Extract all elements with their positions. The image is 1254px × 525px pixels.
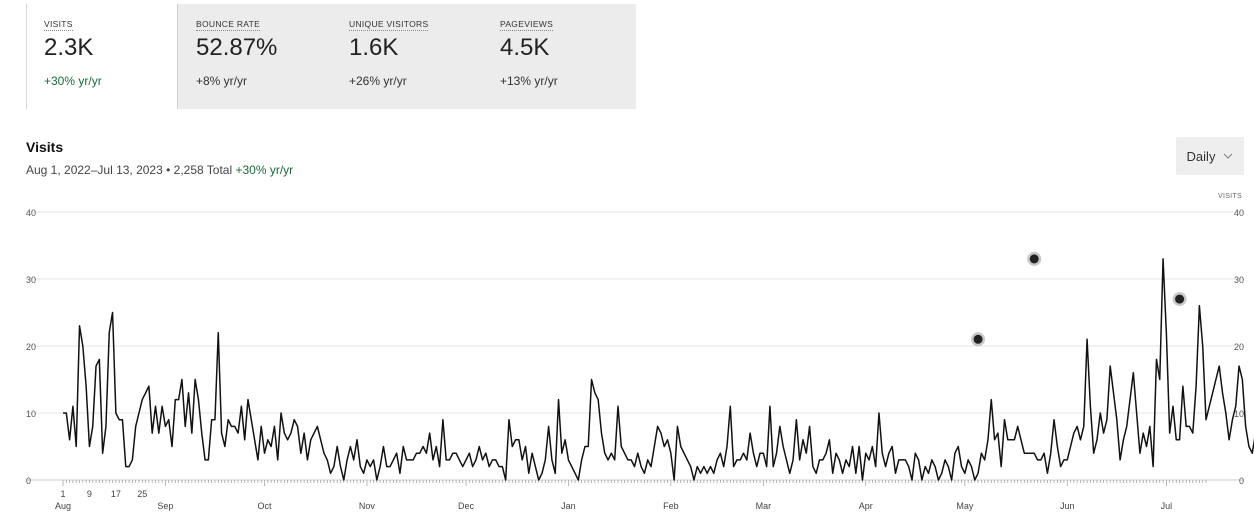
y-tick-label-right: 0 <box>1239 476 1244 486</box>
x-month-label: May <box>956 501 974 511</box>
x-month-label: Aug <box>55 501 71 511</box>
stat-change-unique-visitors: +26% yr/yr <box>349 74 407 88</box>
y-tick-label-right: 30 <box>1234 275 1244 285</box>
y-tick-label-left: 10 <box>26 409 36 419</box>
x-month-label: Sep <box>157 501 173 511</box>
y-tick-label-left: 40 <box>26 208 36 218</box>
y-tick-label-left: 20 <box>26 342 36 352</box>
chart-subtitle: Aug 1, 2022–Jul 13, 2023 • 2,258 Total +… <box>26 163 293 177</box>
x-tick-label: 17 <box>111 489 121 499</box>
stat-change-bounce-rate: +8% yr/yr <box>196 74 248 88</box>
stats-panel: VISITS 2.3K +30% yr/yr BOUNCE RATE 52.87… <box>26 4 636 109</box>
stat-label-visits: VISITS <box>44 19 73 31</box>
x-month-label: Nov <box>359 501 376 511</box>
x-month-label: Jun <box>1060 501 1075 511</box>
x-month-label: Apr <box>859 501 873 511</box>
y-tick-label-right: 40 <box>1234 208 1244 218</box>
peak-marker <box>1175 294 1185 304</box>
peak-marker <box>973 334 983 344</box>
stat-change-pageviews: +13% yr/yr <box>500 74 558 88</box>
stat-label-bounce-rate: BOUNCE RATE <box>196 19 261 31</box>
interval-dropdown-value: Daily <box>1186 148 1216 164</box>
y-axis-title: VISITS <box>1218 193 1242 200</box>
stat-change-visits: +30% yr/yr <box>44 74 102 88</box>
chart-subtitle-change: +30% yr/yr <box>235 163 294 177</box>
x-tick-label: 1 <box>60 489 65 499</box>
chart-date-range-total: Aug 1, 2022–Jul 13, 2023 • 2,258 Total <box>26 163 236 177</box>
chevron-down-icon <box>1224 153 1233 159</box>
chart-title: Visits <box>26 139 64 155</box>
stat-label-unique-visitors: UNIQUE VISITORS <box>349 19 429 31</box>
stats-secondary-panel: BOUNCE RATE 52.87% +8% yr/yr UNIQUE VISI… <box>177 4 636 109</box>
x-month-label: Dec <box>458 501 475 511</box>
x-tick-label: 25 <box>137 489 147 499</box>
y-tick-label-left: 30 <box>26 275 36 285</box>
y-tick-label-left: 0 <box>26 476 31 486</box>
x-month-label: Oct <box>258 501 273 511</box>
x-month-label: Mar <box>756 501 772 511</box>
stat-value-unique-visitors: 1.6K <box>349 34 399 61</box>
stat-label-pageviews: PAGEVIEWS <box>500 19 554 31</box>
x-month-label: Jul <box>1161 501 1173 511</box>
y-tick-label-right: 20 <box>1234 342 1244 352</box>
series-line-visits <box>63 258 1254 481</box>
visits-line-chart: 0 10 20 30 40 0 10 20 30 40 1 9 17 25 Aug Sep Oct Nov D… <box>26 208 1254 511</box>
x-month-label: Feb <box>663 501 679 511</box>
interval-dropdown[interactable]: Daily <box>1176 137 1244 175</box>
stat-value-bounce-rate: 52.87% <box>196 34 278 61</box>
x-month-label: Jan <box>561 501 576 511</box>
x-tick-label: 9 <box>87 489 92 499</box>
stat-value-pageviews: 4.5K <box>500 34 550 61</box>
stat-value-visits: 2.3K <box>44 34 94 61</box>
y-tick-label-right: 10 <box>1234 409 1244 419</box>
stat-card-visits[interactable]: VISITS 2.3K +30% yr/yr <box>26 4 177 109</box>
peak-marker <box>1029 254 1039 264</box>
